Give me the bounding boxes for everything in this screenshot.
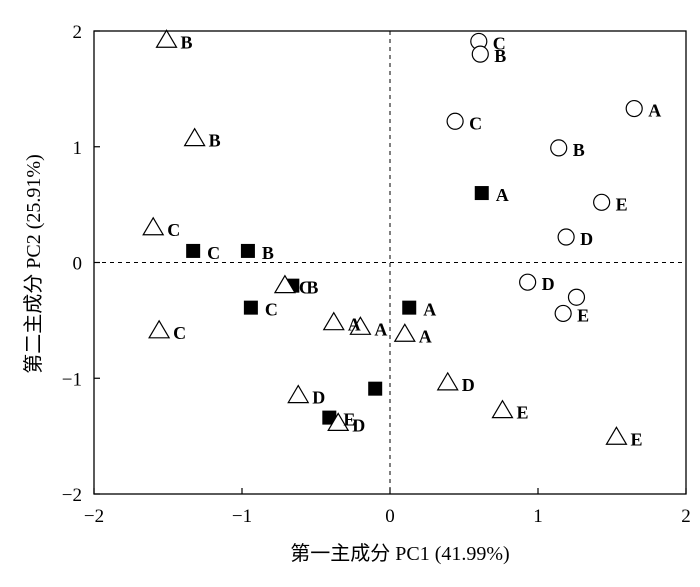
triangle-marker	[287, 384, 310, 404]
point-label: D	[312, 388, 325, 408]
square-marker	[368, 381, 383, 396]
point-label: A	[648, 101, 661, 121]
point-label: A	[496, 185, 509, 205]
triangle-marker	[605, 426, 628, 445]
circle-marker	[554, 304, 572, 323]
axes: −2−2 −1 −1 0 0 1 1 2 2	[62, 22, 691, 527]
x-tick-label: −1	[232, 506, 252, 527]
circle-marker	[625, 99, 643, 118]
point-label: C	[299, 278, 312, 298]
point-label: A	[419, 326, 432, 346]
point-label: C	[265, 300, 278, 320]
square-marker	[322, 410, 337, 425]
point-label: B	[262, 243, 274, 263]
y-axis-title: 第二主成分 PC2 (25.91%)	[22, 154, 45, 373]
point-label: D	[352, 415, 365, 435]
point-label: E	[516, 403, 528, 423]
point-label: C	[207, 243, 220, 263]
triangle-marker	[183, 127, 206, 147]
y-tick-label: 2	[73, 22, 83, 43]
y-tick-label: −2	[62, 485, 82, 506]
circle-marker	[446, 112, 464, 130]
x-tick-label: −2	[84, 506, 104, 527]
point-label: B	[306, 278, 318, 298]
triangle-marker	[327, 412, 350, 431]
point-label: D	[462, 375, 475, 395]
point-label: C	[493, 33, 506, 53]
x-tick-label: 1	[533, 506, 543, 527]
square-marker	[243, 300, 258, 315]
circle-marker	[550, 139, 568, 157]
point-label: B	[181, 32, 193, 52]
point-label: D	[542, 274, 555, 294]
point-label: E	[577, 305, 589, 325]
triangle-marker	[148, 319, 171, 339]
point-label: B	[494, 46, 506, 66]
point-label: C	[167, 220, 180, 240]
y-tick-label: 0	[73, 254, 83, 275]
square-marker	[186, 243, 201, 258]
point-label: B	[573, 140, 585, 160]
data-points	[142, 29, 643, 445]
triangle-marker	[349, 316, 372, 335]
point-label: C	[173, 323, 186, 343]
y-tick-label: −1	[62, 369, 82, 390]
point-label: D	[580, 229, 593, 249]
circle-marker	[471, 45, 489, 63]
triangle-marker	[436, 371, 459, 391]
point-label: A	[423, 300, 436, 320]
triangle-marker	[142, 216, 165, 236]
x-tick-label: 0	[385, 506, 395, 527]
point-label: C	[469, 113, 482, 133]
square-marker	[240, 243, 255, 258]
x-axis-title: 第一主成分 PC1 (41.99%)	[290, 542, 509, 565]
square-marker	[402, 300, 417, 315]
triangle-marker	[273, 274, 296, 294]
point-label: A	[374, 319, 387, 339]
point-label: E	[630, 429, 642, 449]
triangle-marker	[322, 311, 345, 331]
point-label: A	[348, 315, 361, 335]
point-label: E	[616, 194, 628, 214]
point-label: B	[209, 131, 221, 151]
triangle-marker	[393, 323, 416, 342]
point-label: E	[343, 410, 355, 430]
x-tick-label: 2	[681, 506, 691, 527]
y-tick-label: 1	[73, 138, 83, 159]
triangle-marker	[491, 399, 514, 419]
triangle-marker	[155, 29, 178, 48]
circle-marker	[593, 193, 611, 211]
circle-marker	[519, 273, 537, 291]
circle-marker	[557, 228, 575, 246]
square-marker	[474, 186, 489, 201]
circle-marker	[567, 288, 586, 306]
